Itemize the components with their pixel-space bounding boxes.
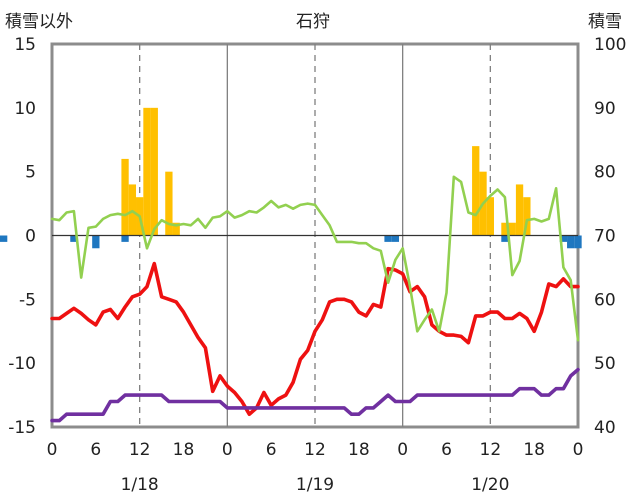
x-tick-label: 6	[441, 440, 452, 460]
y-right-axis-title: 積雪	[588, 12, 622, 32]
x-tick-label: 18	[523, 440, 545, 460]
series-line	[50, 367, 580, 423]
y-left-axis-title: 積雪以外	[5, 12, 73, 32]
bar	[508, 222, 516, 236]
y-right-tick-label: 70	[594, 227, 616, 247]
day-label: 1/20	[471, 475, 509, 495]
chart-title: 石狩	[296, 12, 330, 32]
bar	[165, 171, 173, 236]
x-tick-label: 6	[90, 440, 101, 460]
bar	[150, 107, 158, 236]
x-tick-label: 0	[222, 440, 233, 460]
bar	[92, 235, 100, 249]
x-tick-label: 0	[47, 440, 58, 460]
bar	[567, 235, 575, 249]
bar	[384, 235, 392, 242]
bar	[391, 235, 400, 242]
bar	[559, 235, 568, 242]
x-tick-label: 6	[266, 440, 277, 460]
y-right-tick-label: 50	[594, 354, 616, 374]
x-tick-label: 0	[397, 440, 408, 460]
y-right-tick-label: 60	[594, 290, 616, 310]
y-right-tick-label: 40	[594, 418, 616, 438]
day-label: 1/19	[296, 475, 334, 495]
y-left-tick-label: 15	[14, 35, 36, 55]
x-tick-label: 12	[480, 440, 502, 460]
bar	[143, 107, 151, 236]
y-left-tick-label: 0	[25, 227, 36, 247]
bar	[472, 146, 480, 236]
bar	[523, 197, 531, 236]
bar	[515, 184, 524, 236]
bar	[121, 158, 129, 236]
series-line	[50, 261, 580, 417]
bar	[574, 235, 582, 249]
y-left-tick-label: -5	[19, 290, 36, 310]
x-tick-label: 12	[129, 440, 151, 460]
y-left-tick-label: -10	[8, 354, 36, 374]
bar	[0, 235, 8, 242]
y-left-tick-label: -15	[8, 418, 36, 438]
bar	[121, 235, 129, 242]
bar	[172, 222, 180, 236]
x-tick-label: 18	[348, 440, 370, 460]
y-left-tick-label: 10	[14, 99, 36, 119]
x-tick-label: 0	[573, 440, 584, 460]
x-tick-label: 18	[173, 440, 195, 460]
y-left-tick-label: 5	[25, 163, 36, 183]
series-line	[50, 175, 580, 342]
y-right-tick-label: 80	[594, 163, 616, 183]
bar	[70, 235, 78, 242]
y-right-tick-label: 100	[594, 35, 626, 55]
y-right-tick-label: 90	[594, 99, 616, 119]
x-tick-label: 12	[304, 440, 326, 460]
bar	[501, 222, 509, 236]
bar	[501, 235, 509, 242]
day-label: 1/18	[121, 475, 159, 495]
bar	[486, 197, 494, 236]
